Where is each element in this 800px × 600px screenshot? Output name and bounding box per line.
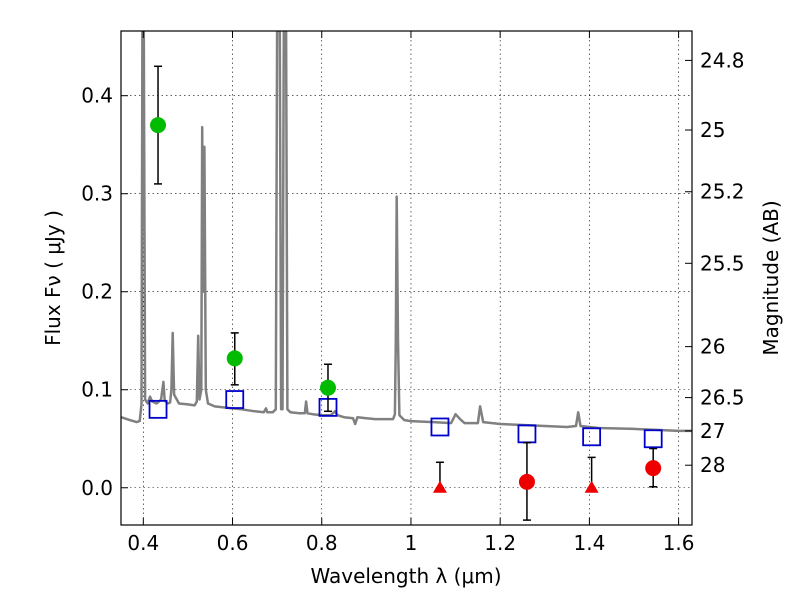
model-square: [225, 390, 245, 409]
mag-tick-label: 27: [700, 419, 725, 443]
mag-tick-label: 24.8: [700, 48, 745, 72]
model-square: [148, 399, 168, 419]
marker-layer: [148, 65, 663, 521]
y-axis-label: Flux Fν ( μJy ): [41, 210, 65, 346]
detection-point: [319, 379, 336, 396]
x-axis-label: Wavelength λ (μm): [310, 564, 501, 588]
mag-tick-label: 26: [700, 335, 725, 359]
x-tick-label: 1.4: [573, 531, 605, 555]
y-tick-label: 0.1: [81, 378, 113, 402]
x-tick-label: 1: [405, 531, 418, 555]
upper-limit-triangle: [584, 480, 599, 493]
detection-point: [226, 350, 243, 367]
data-layer: [121, 31, 692, 433]
model-square: [430, 417, 450, 437]
x-tick-label: 1.6: [663, 531, 695, 555]
mag-tick-label: 25.5: [700, 251, 745, 275]
model-square: [517, 424, 537, 444]
spectrum-line: [121, 31, 692, 433]
red-point: [518, 473, 535, 490]
y-tick-label: 0.4: [81, 84, 113, 108]
red-point: [645, 460, 662, 477]
detection-point: [150, 117, 167, 134]
x-tick-label: 1.2: [484, 531, 516, 555]
plot-frame: [120, 30, 693, 526]
mag-tick-label: 25.2: [700, 180, 745, 204]
axis-ticks: 0.4 0.6 0.8 1 1.2 1.4 1.6 0.0 0.1 0.2 0.3 0.4 24.8 25…: [81, 31, 745, 555]
mag-tick-label: 26.5: [700, 386, 745, 410]
y-tick-label: 0.2: [81, 280, 113, 304]
y-tick-label: 0.3: [81, 182, 113, 206]
mag-tick-label: 25: [700, 118, 725, 142]
upper-limit-triangle: [432, 480, 447, 493]
x-tick-label: 0.4: [127, 531, 159, 555]
x-tick-label: 0.8: [306, 531, 338, 555]
y-tick-label: 0.0: [81, 476, 113, 500]
x-tick-label: 0.6: [217, 531, 249, 555]
mag-tick-label: 28: [700, 453, 725, 477]
model-square: [643, 429, 663, 449]
right-axis-label: Magnitude (AB): [759, 200, 783, 355]
grid-lines: [121, 31, 692, 525]
model-square: [582, 427, 602, 447]
